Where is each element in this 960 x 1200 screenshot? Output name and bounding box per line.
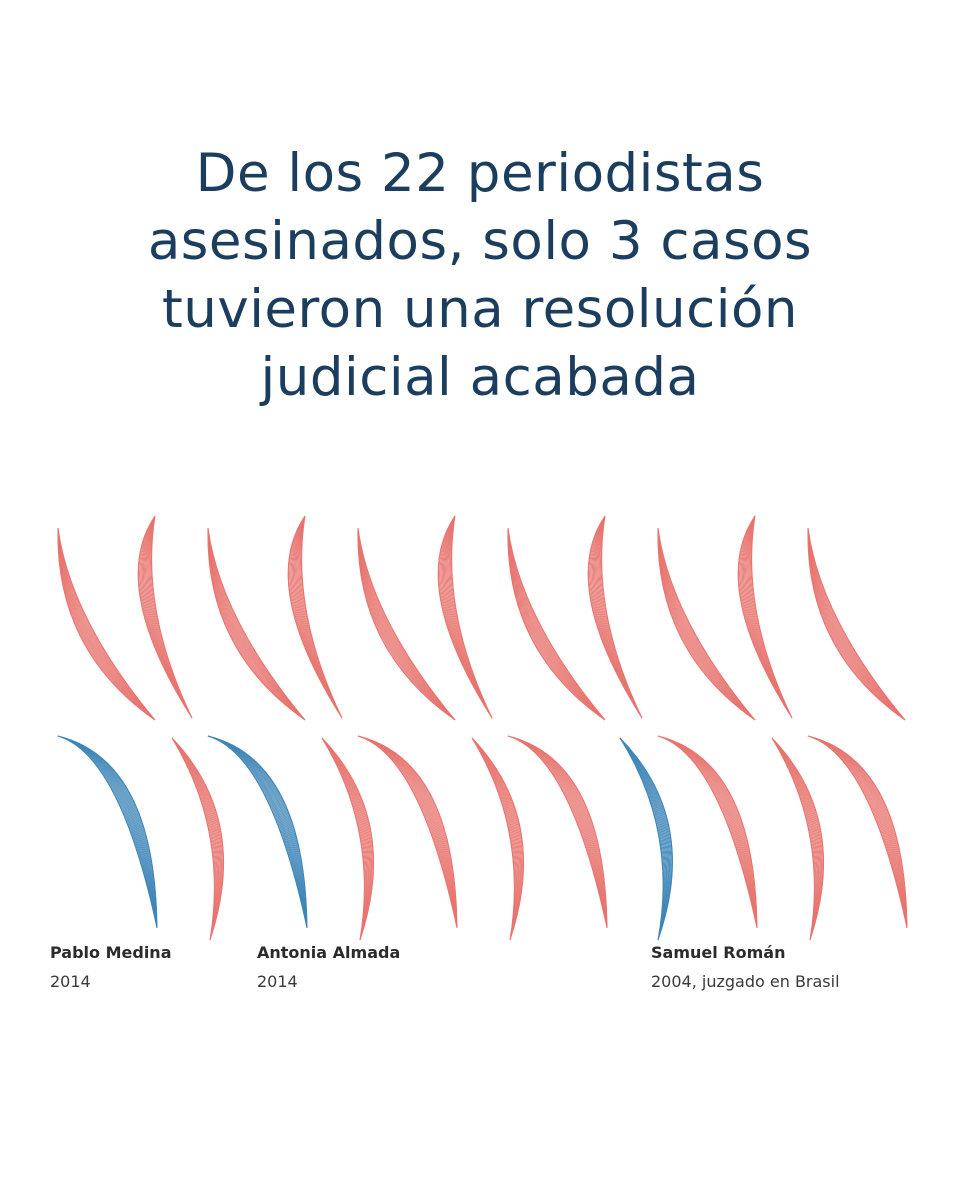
red-blade-icon (57, 527, 156, 721)
red-blade-icon (437, 515, 493, 719)
red-blade-icon (207, 527, 306, 721)
case-detail: 2014 (257, 972, 298, 991)
red-blade-icon (287, 515, 343, 719)
resolved-case-label: Antonia Almada 2014 (257, 943, 400, 992)
red-blade-icon (357, 527, 456, 721)
red-blade-icon (321, 737, 374, 941)
red-blade-icon (587, 515, 643, 719)
headline-line: judicial acabada (260, 347, 700, 408)
resolved-case-label: Samuel Román 2004, juzgado en Brasil (651, 943, 840, 992)
headline-line: asesinados, solo 3 casos (147, 211, 813, 272)
red-blade-icon (471, 737, 524, 941)
case-name: Samuel Román (651, 943, 786, 962)
journalist-blades-grid (57, 515, 908, 941)
red-blade-icon (357, 735, 458, 929)
red-blade-icon (507, 527, 606, 721)
case-detail: 2014 (50, 972, 91, 991)
headline: De los 22 periodistas asesinados, solo 3… (80, 140, 880, 412)
red-blade-icon (507, 735, 608, 929)
red-blade-icon (171, 737, 224, 941)
resolved-case-label: Pablo Medina 2014 (50, 943, 172, 992)
red-blade-icon (807, 527, 906, 721)
headline-line: tuvieron una resolución (161, 279, 799, 340)
case-name: Antonia Almada (257, 943, 401, 962)
red-blade-icon (771, 737, 824, 941)
headline-line: De los 22 periodistas (195, 143, 765, 204)
red-blade-icon (657, 527, 756, 721)
red-blade-icon (737, 515, 793, 719)
case-name: Pablo Medina (50, 943, 172, 962)
blue-blade-icon (619, 737, 673, 941)
red-blade-icon (807, 735, 908, 929)
case-detail: 2004, juzgado en Brasil (651, 972, 840, 991)
blue-blade-icon (207, 735, 308, 929)
blue-blade-icon (57, 735, 158, 929)
red-blade-icon (657, 735, 758, 929)
red-blade-icon (137, 515, 193, 719)
